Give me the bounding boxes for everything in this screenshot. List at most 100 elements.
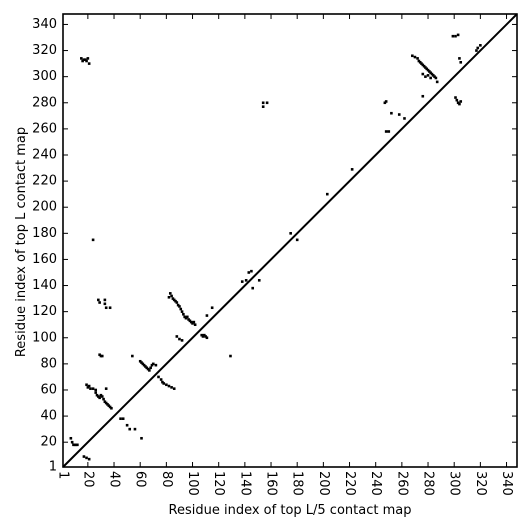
contact-point [421, 72, 425, 76]
contact-point [121, 417, 125, 420]
contact-point [99, 354, 103, 358]
scatter-points [69, 33, 482, 461]
y-tick-label: 60 [40, 382, 57, 397]
contact-point [180, 310, 184, 313]
contact-point [161, 380, 164, 384]
contact-point [201, 335, 205, 338]
contact-point [350, 168, 354, 171]
contact-point [171, 297, 175, 300]
x-tick-label: 240 [368, 471, 383, 496]
contact-point [240, 280, 244, 283]
contact-point [430, 72, 434, 76]
contact-point [91, 387, 95, 390]
contact-point [69, 436, 73, 440]
contact-point [384, 130, 388, 133]
contact-point [180, 339, 184, 342]
contact-point [104, 306, 108, 310]
contact-point [142, 363, 146, 367]
y-tick-label: 220 [32, 174, 57, 189]
contact-point [133, 427, 137, 431]
contact-point [144, 365, 147, 368]
x-tick-label: 100 [185, 471, 200, 496]
contact-point [165, 383, 168, 387]
contact-point [74, 443, 78, 447]
contact-point [265, 101, 269, 105]
contact-point [435, 80, 439, 84]
contact-point [85, 59, 88, 63]
contact-point [411, 54, 414, 58]
contact-point [424, 66, 427, 69]
contact-point [384, 100, 388, 103]
contact-point [162, 382, 166, 385]
contact-point [73, 443, 77, 447]
contact-point [193, 323, 197, 327]
x-tick-label: 160 [264, 471, 279, 496]
y-tick-label: 1 [49, 460, 57, 475]
contact-point [425, 67, 429, 71]
y-tick-label: 300 [32, 69, 57, 84]
contact-point [454, 96, 457, 99]
contact-point [456, 101, 460, 105]
contact-point [416, 57, 419, 60]
y-tick-label: 240 [32, 147, 57, 162]
contact-point [205, 336, 209, 340]
contact-point [459, 100, 463, 103]
x-tick-label: 340 [499, 471, 514, 496]
y-tick-label: 320 [32, 43, 57, 58]
y-tick-label: 280 [32, 95, 57, 110]
contact-point [383, 101, 387, 105]
y-tick-label: 100 [32, 330, 57, 345]
contact-point [150, 363, 154, 367]
contact-point [108, 306, 112, 310]
contact-point [261, 105, 265, 108]
contact-point [157, 375, 160, 379]
contact-point [178, 337, 181, 341]
contact-point [103, 298, 107, 302]
contact-point [98, 301, 101, 304]
contact-point [175, 301, 179, 304]
contact-point [418, 61, 422, 64]
contact-point [72, 443, 75, 447]
contact-point [98, 353, 101, 357]
contact-point [159, 378, 163, 381]
contact-point [83, 58, 87, 61]
contact-point [295, 238, 299, 242]
contact-point [107, 404, 111, 407]
y-axis-ticks: 1204060801001201401601802002202402602803… [32, 17, 517, 475]
contact-point [433, 75, 436, 78]
contact-point [454, 34, 457, 38]
contact-point [429, 76, 432, 80]
contact-point [100, 395, 104, 398]
contact-point [91, 238, 95, 242]
contact-point [431, 74, 435, 77]
contact-point [479, 44, 482, 47]
contact-point [170, 386, 173, 389]
contact-point [82, 455, 86, 458]
contact-point [205, 314, 209, 317]
contact-point [174, 299, 177, 303]
contact-point [86, 57, 90, 60]
contact-point [85, 456, 88, 460]
contact-point [149, 366, 152, 370]
contact-point [417, 59, 421, 63]
y-tick-label: 160 [32, 252, 57, 267]
contact-point [131, 354, 134, 358]
contact-point [424, 75, 427, 78]
contact-point [247, 271, 251, 274]
contact-point [458, 57, 461, 60]
contact-point [229, 354, 232, 358]
contact-point [102, 397, 105, 401]
contact-point [167, 384, 171, 388]
contact-point [141, 362, 145, 366]
contact-point [103, 302, 107, 306]
contact-point [188, 319, 192, 323]
contact-point [475, 49, 478, 52]
contact-point [87, 62, 91, 65]
y-tick-label: 340 [32, 17, 57, 32]
contact-point [94, 391, 98, 394]
contact-point [459, 61, 463, 64]
contact-point [456, 33, 460, 37]
y-tick-label: 260 [32, 121, 57, 136]
contact-point [146, 367, 150, 371]
